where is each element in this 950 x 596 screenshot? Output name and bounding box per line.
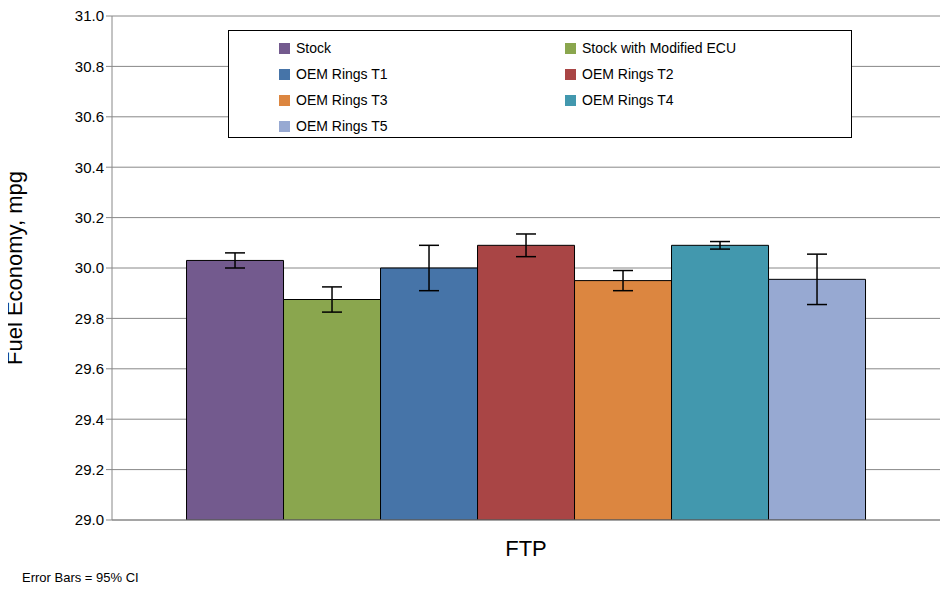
svg-text:31.0: 31.0 [75, 8, 104, 24]
html-text:OEM Rings T5: OEM Rings T5 [296, 118, 388, 134]
svg-text:29.2: 29.2 [75, 461, 104, 478]
svg-text:Fuel Economy, mpg: Fuel Economy, mpg [8, 171, 27, 365]
svg-text:30.8: 30.8 [75, 58, 104, 75]
svg-text:29.4: 29.4 [75, 411, 104, 428]
html-text:OEM Rings T4: OEM Rings T4 [582, 92, 674, 108]
svg-text:29.0: 29.0 [75, 511, 104, 528]
svg-text:29.8: 29.8 [75, 310, 104, 327]
html-text:Error Bars = 95% CI: Error Bars = 95% CI [22, 570, 139, 585]
html-text:Stock with Modified ECU: Stock with Modified ECU [582, 40, 737, 56]
html-text:Stock: Stock [296, 40, 331, 56]
html-text:OEM Rings T2: OEM Rings T2 [582, 66, 674, 82]
svg-text:29.6: 29.6 [75, 360, 104, 377]
svg-text:30.2: 30.2 [75, 209, 104, 226]
html-text:OEM Rings T1: OEM Rings T1 [296, 66, 388, 82]
svg-text:30.4: 30.4 [75, 159, 104, 176]
html-text:OEM Rings T3: OEM Rings T3 [296, 92, 388, 108]
svg-text:FTP: FTP [505, 536, 547, 561]
svg-text:30.0: 30.0 [75, 259, 104, 276]
svg-text:30.6: 30.6 [75, 108, 104, 125]
